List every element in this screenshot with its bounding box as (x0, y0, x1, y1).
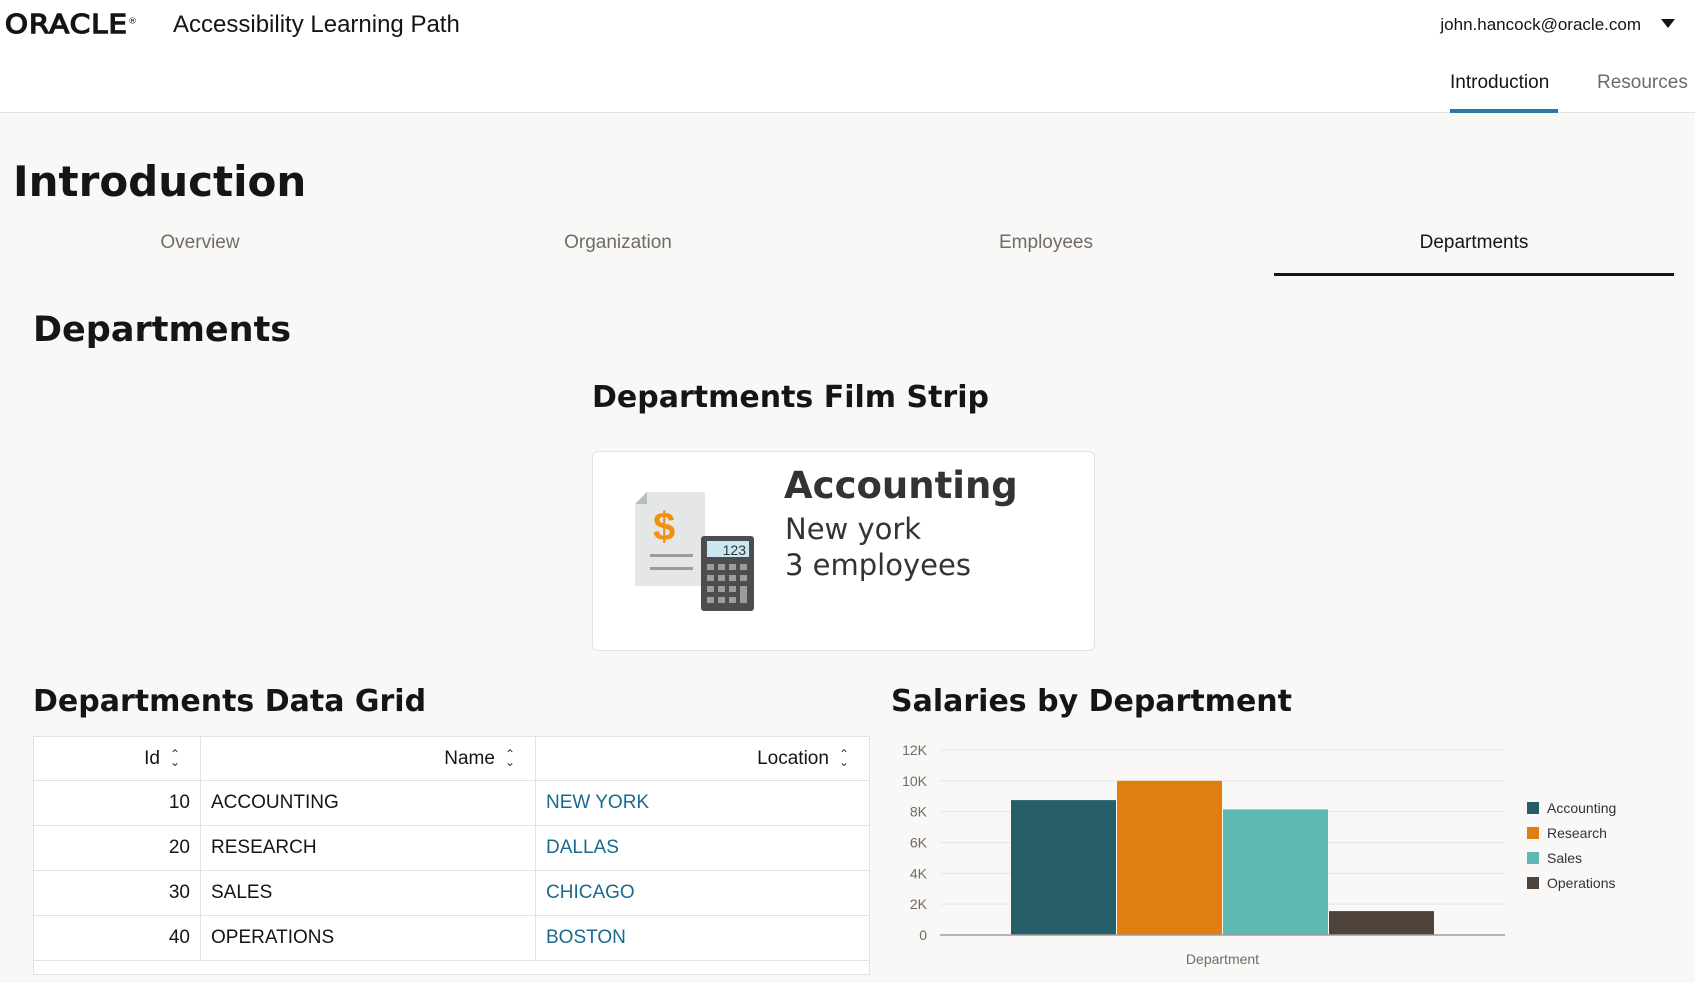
tab-organization[interactable]: Organization (564, 232, 672, 253)
table-row[interactable]: 40 OPERATIONS BOSTON (33, 915, 870, 961)
cell-location: NEW YORK (535, 780, 870, 826)
column-header-location[interactable]: Location ⌃ ⌄ (535, 736, 870, 781)
svg-text:123: 123 (723, 542, 747, 558)
cell-id: 20 (33, 825, 201, 871)
cell-location: DALLAS (535, 825, 870, 871)
nav-tab-resources[interactable]: Resources (1597, 72, 1688, 93)
cell-name: RESEARCH (200, 825, 536, 871)
bar-operations (1329, 911, 1434, 935)
tab-overview[interactable]: Overview (160, 232, 240, 253)
column-header-name[interactable]: Name ⌃ ⌄ (200, 736, 536, 781)
legend-label: Sales (1547, 850, 1582, 866)
cell-name: ACCOUNTING (200, 780, 536, 826)
legend-label: Accounting (1547, 800, 1616, 816)
cell-id: 10 (33, 780, 201, 826)
grid-title: Departments Data Grid (33, 684, 427, 719)
legend-swatch (1527, 877, 1539, 889)
sort-icon[interactable]: ⌃ ⌄ (169, 747, 180, 770)
app-title: Accessibility Learning Path (173, 11, 460, 38)
tab-departments[interactable]: Departments (1274, 232, 1674, 276)
nav-tab-introduction[interactable]: Introduction (1450, 72, 1550, 93)
departments-data-grid[interactable]: Id ⌃ ⌄ Name ⌃ ⌄ Location ⌃ ⌄ 10 ACCOUNTING NEW Y… (33, 736, 870, 975)
sort-icon[interactable]: ⌃ ⌄ (838, 747, 849, 770)
y-tick-label: 12K (902, 742, 928, 758)
department-card[interactable]: $ 123 Accounting New york 3 employees (592, 451, 1095, 651)
y-tick-label: 4K (910, 865, 928, 881)
cell-location: CHICAGO (535, 870, 870, 916)
card-employee-count: 3 employees (785, 548, 971, 582)
oracle-logo: ORACLE® (4, 9, 139, 40)
chart-title: Salaries by Department (891, 684, 1292, 719)
salaries-bar-chart: 0 2K 4K 6K 8K 10K 12K Accounting Research Sales Op… (902, 742, 1616, 967)
tab-employees[interactable]: Employees (999, 232, 1093, 253)
accounting-calculator-icon: $ 123 (635, 492, 754, 611)
bar-sales (1223, 809, 1328, 935)
table-row[interactable]: 10 ACCOUNTING NEW YORK (33, 780, 870, 826)
grid-footer (33, 960, 870, 975)
active-tab-indicator (1450, 109, 1558, 113)
cell-id: 40 (33, 915, 201, 961)
section-title: Departments (33, 310, 292, 350)
film-strip-title: Departments Film Strip (592, 380, 989, 415)
y-tick-label: 0 (919, 927, 927, 943)
table-row[interactable]: 30 SALES CHICAGO (33, 870, 870, 916)
cell-name: SALES (200, 870, 536, 916)
cell-name: OPERATIONS (200, 915, 536, 961)
sort-icon[interactable]: ⌃ ⌄ (504, 747, 515, 770)
caret-down-icon[interactable] (1661, 19, 1675, 28)
bar-research (1117, 780, 1222, 935)
legend-label: Research (1547, 825, 1607, 841)
legend-label: Operations (1547, 875, 1615, 891)
legend-swatch (1527, 827, 1539, 839)
user-menu[interactable]: john.hancock@oracle.com (1440, 15, 1641, 34)
x-axis-label: Department (1186, 951, 1259, 967)
legend-swatch (1527, 852, 1539, 864)
card-location: New york (785, 512, 922, 546)
app-header: ORACLE® Accessibility Learning Path john… (0, 0, 1695, 113)
bar-accounting (1011, 800, 1116, 935)
cell-id: 30 (33, 870, 201, 916)
column-header-id[interactable]: Id ⌃ ⌄ (33, 736, 201, 781)
table-row[interactable]: 20 RESEARCH DALLAS (33, 825, 870, 871)
legend-swatch (1527, 802, 1539, 814)
y-tick-label: 10K (902, 773, 928, 789)
y-tick-label: 6K (910, 835, 928, 851)
card-department-name: Accounting (784, 464, 1018, 507)
cell-location: BOSTON (535, 915, 870, 961)
y-tick-label: 2K (910, 896, 928, 912)
page-title: Introduction (13, 157, 307, 206)
y-tick-label: 8K (910, 804, 928, 820)
svg-text:$: $ (653, 505, 675, 549)
